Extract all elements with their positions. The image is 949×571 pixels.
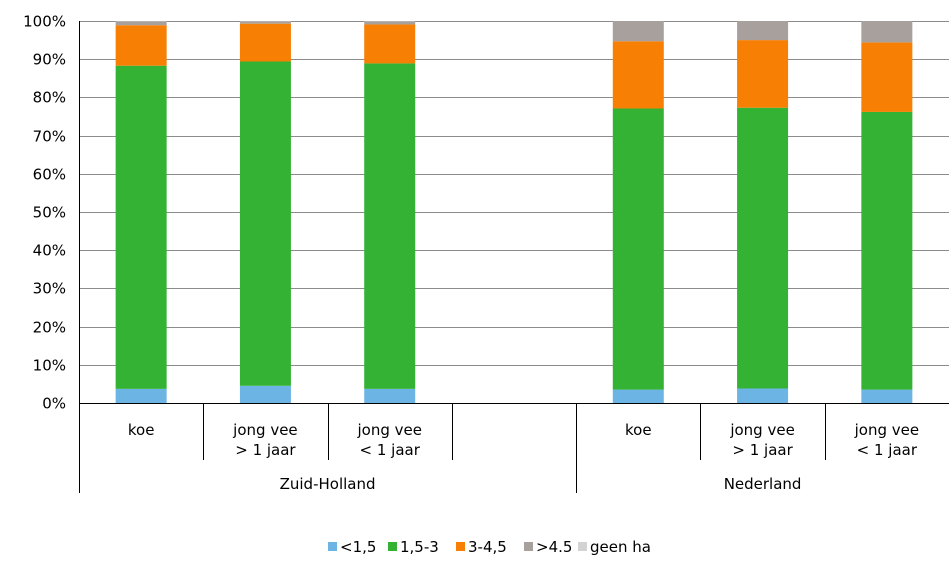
legend-label: >4.5 [536, 538, 572, 556]
bar-segment [364, 388, 416, 403]
axes [79, 21, 949, 493]
group-label: Zuid-Holland [280, 475, 376, 493]
category-label: < 1 jaar [857, 441, 918, 459]
bar-segment [115, 388, 167, 403]
bar-segment [612, 41, 664, 109]
x-axis-category-labels: koe jong vee > 1 jaar jong vee < 1 jaar koe jo… [128, 421, 919, 459]
legend-label: geen ha [590, 538, 651, 556]
legend-label: <1,5 [340, 538, 376, 556]
bars [115, 21, 913, 403]
group-label: Nederland [724, 475, 802, 493]
bar-segment [364, 24, 416, 64]
y-tick-label: 100% [23, 13, 66, 31]
y-tick-label: 0% [42, 395, 66, 413]
gridlines [79, 21, 949, 366]
y-tick-label: 70% [33, 128, 66, 146]
category-label: koe [625, 421, 652, 439]
x-axis-group-labels: Zuid-Holland Nederland [280, 475, 802, 493]
category-label: jong vee [356, 421, 421, 439]
legend-swatch [456, 542, 465, 551]
bar-segment [115, 25, 167, 66]
bar-segment [364, 21, 416, 25]
y-tick-label: 50% [33, 204, 66, 222]
y-tick-label: 30% [33, 280, 66, 298]
y-tick-label: 40% [33, 242, 66, 260]
legend-swatch [328, 542, 337, 551]
bar-segment [861, 21, 913, 43]
category-label: > 1 jaar [235, 441, 296, 459]
bar-segment [737, 107, 789, 389]
bar-segment [861, 111, 913, 390]
y-tick-label: 90% [33, 51, 66, 69]
bar-segment [612, 21, 664, 42]
category-label: > 1 jaar [732, 441, 793, 459]
bar-segment [239, 21, 291, 24]
bar-segment [612, 108, 664, 390]
legend-swatch [388, 542, 397, 551]
y-axis-tick-labels: 0% 10% 20% 30% 40% 50% 60% 70% 80% 90% 100% [23, 13, 66, 413]
bar-segment [861, 42, 913, 112]
bar-segment [239, 61, 291, 386]
category-label: koe [128, 421, 155, 439]
bar-segment [115, 65, 167, 389]
category-label: < 1 jaar [360, 441, 421, 459]
bar-segment [239, 385, 291, 403]
y-tick-label: 20% [33, 319, 66, 337]
y-tick-label: 60% [33, 166, 66, 184]
category-label: jong vee [854, 421, 919, 439]
bar-segment [239, 23, 291, 62]
legend-swatch [578, 542, 587, 551]
category-label: jong vee [232, 421, 297, 439]
bar-segment [737, 388, 789, 403]
legend-label: 3-4,5 [468, 538, 507, 556]
bar-segment [364, 63, 416, 389]
legend: <1,5 1,5-3 3-4,5 >4.5 geen ha [328, 538, 651, 556]
legend-swatch [524, 542, 533, 551]
legend-label: 1,5-3 [400, 538, 439, 556]
bar-segment [737, 21, 789, 41]
y-tick-label: 80% [33, 89, 66, 107]
bar-segment [861, 389, 913, 403]
y-tick-label: 10% [33, 357, 66, 375]
bar-segment [115, 21, 167, 26]
bar-segment [737, 40, 789, 108]
bar-segment [612, 389, 664, 403]
category-label: jong vee [729, 421, 794, 439]
